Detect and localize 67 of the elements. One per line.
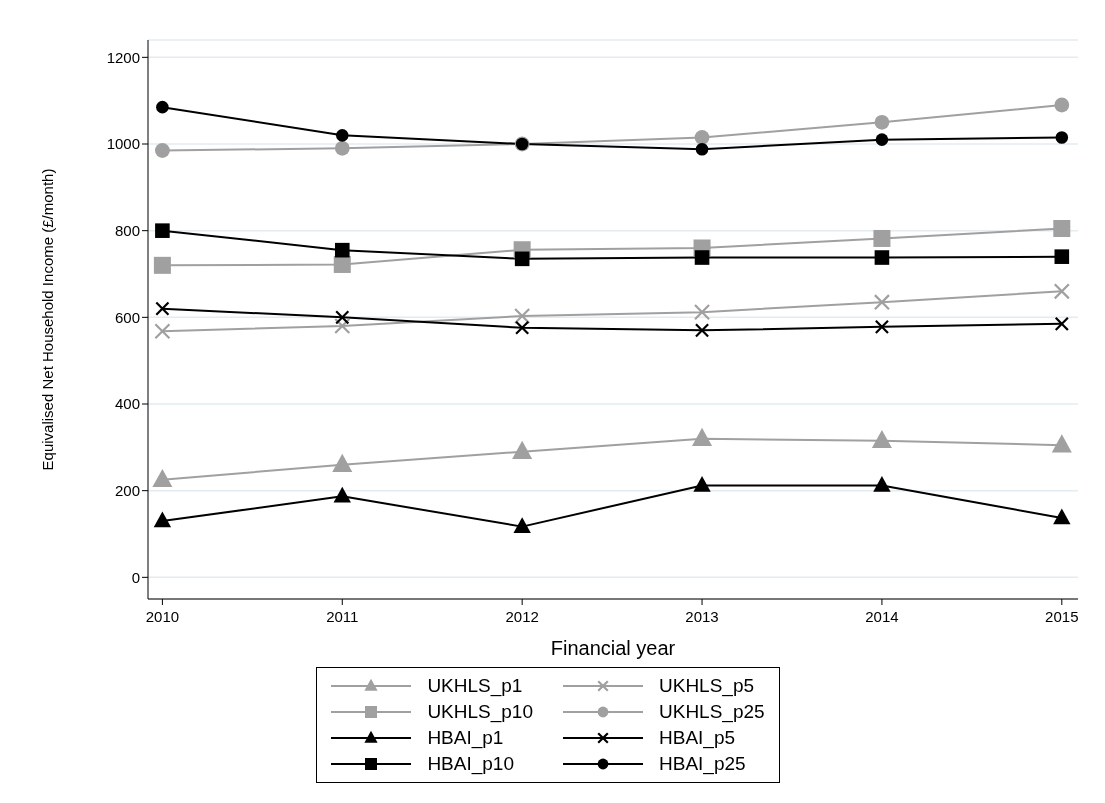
y-tick-label: 600 [114,308,140,326]
point [692,427,713,446]
legend-label: UKHLS_p5 [659,675,755,697]
legend-label: HBAI_p25 [659,753,746,775]
point [694,130,710,145]
x-tick-label: 2014 [865,607,899,625]
point [871,429,892,449]
point [514,320,530,335]
y-tick-label: 200 [114,481,140,499]
point [694,250,710,265]
legend-label: HBAI_p5 [659,727,736,749]
x-tick-label: 2013 [685,607,719,625]
point [512,440,533,459]
point [333,255,351,273]
point [335,310,350,325]
x-tick-label: 2012 [505,607,539,625]
x-tick-label: 2011 [326,607,359,625]
y-tick-label: 1000 [106,135,140,153]
point [334,317,351,335]
point [1054,249,1070,264]
point [1051,434,1072,453]
point [693,475,711,492]
point [335,129,349,142]
y-tick-label: 800 [114,221,140,239]
legend-label: UKHLS_p25 [659,701,765,723]
y-axis-title: Equivalised Net Household Income (£/month) [39,168,57,471]
point [334,242,350,258]
legend-label: HBAI_p10 [427,753,514,775]
point [873,294,891,311]
point [874,319,890,335]
x-tick-label: 2010 [145,607,180,625]
point [514,251,530,267]
point [874,250,890,265]
x-tick-label: 2015 [1045,607,1079,625]
point [513,517,531,533]
point [1053,508,1071,525]
point [1053,283,1070,300]
point [156,100,169,114]
point [1054,316,1069,332]
point [152,468,173,488]
x-axis-title: Financial year [550,637,676,659]
point [332,453,353,472]
point [1054,97,1070,113]
point [873,229,891,247]
point [1055,131,1069,144]
point [155,301,170,316]
point [874,114,890,130]
point [875,133,889,146]
point [155,143,170,158]
point [334,140,350,156]
point [693,303,711,321]
point [694,323,710,338]
legend-label: UKHLS_p1 [427,675,523,697]
y-tick-label: 1200 [106,48,140,66]
point [153,511,172,528]
point [514,307,531,325]
point [153,256,171,274]
point [154,323,171,340]
point [1053,220,1071,237]
point [695,142,709,156]
point [873,475,891,492]
legend-label: HBAI_p1 [427,727,504,749]
y-tick-label: 400 [114,395,140,413]
y-tick-label: 0 [131,568,140,586]
legend-label: UKHLS_p10 [427,701,533,723]
point [333,486,351,503]
point [155,223,170,238]
